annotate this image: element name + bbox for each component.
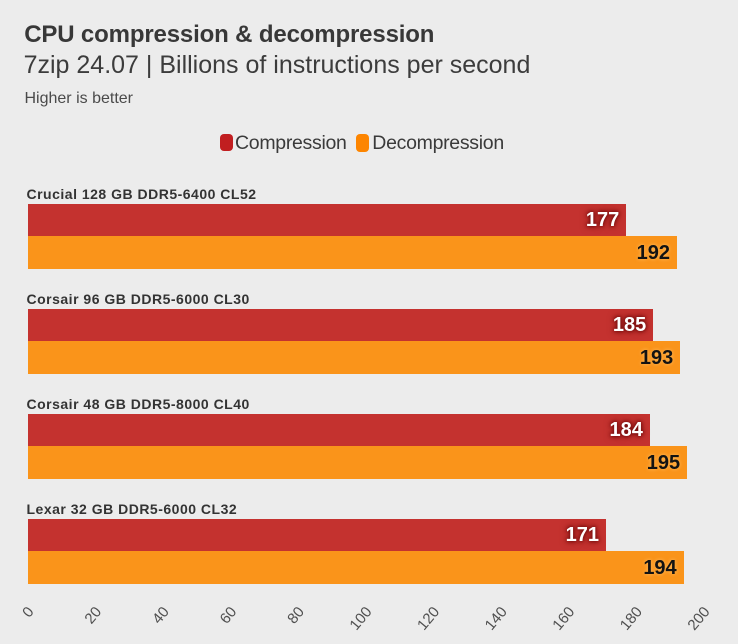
svg-text:0: 0 — [19, 604, 37, 621]
svg-text:60: 60 — [217, 604, 241, 628]
svg-text:140: 140 — [482, 604, 511, 634]
svg-text:100: 100 — [346, 604, 375, 634]
svg-text:180: 180 — [617, 604, 646, 634]
svg-text:20: 20 — [81, 604, 105, 628]
svg-text:40: 40 — [149, 604, 173, 628]
svg-text:160: 160 — [549, 604, 578, 634]
svg-text:120: 120 — [414, 604, 443, 634]
svg-text:200: 200 — [684, 604, 713, 634]
svg-text:80: 80 — [284, 604, 308, 628]
